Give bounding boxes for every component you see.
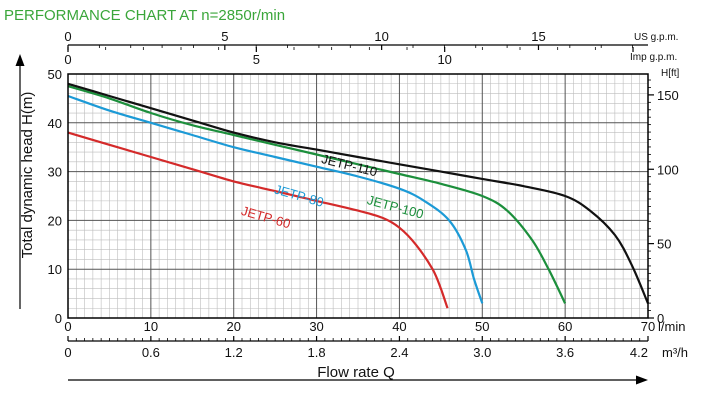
imp-gpm-tick-label: 5 bbox=[253, 52, 260, 67]
series-label-jetp-60: JETP-60 bbox=[240, 203, 293, 231]
us-gpm-axis: 0 5 10 15 bbox=[64, 29, 648, 50]
m3h-tick-label: 0.6 bbox=[142, 345, 160, 360]
y-tick-label: 40 bbox=[48, 116, 62, 131]
imp-gpm-label: Imp g.p.m. bbox=[630, 52, 677, 63]
m3h-tick-label: 2.4 bbox=[390, 345, 408, 360]
x-tick-label: 30 bbox=[309, 319, 323, 334]
x-axis-lmin: 0 10 20 30 40 50 60 70 bbox=[64, 319, 655, 334]
x-tick-label: 70 bbox=[641, 319, 655, 334]
y-axis-arrow-head bbox=[15, 54, 25, 66]
x-axis-arrow-head bbox=[636, 375, 648, 385]
x-tick-label: 50 bbox=[475, 319, 489, 334]
y-axis-ft: 0 50 100 150 bbox=[648, 79, 679, 326]
plot-frame bbox=[67, 73, 649, 319]
y-tick-label: 30 bbox=[48, 165, 62, 180]
x-tick-label: 40 bbox=[392, 319, 406, 334]
us-gpm-label: US g.p.m. bbox=[634, 32, 678, 43]
us-gpm-tick-label: 0 bbox=[64, 29, 71, 44]
y-tick-label: 0 bbox=[55, 311, 62, 326]
grid-minor bbox=[68, 74, 648, 318]
imp-gpm-tick-label: 10 bbox=[437, 52, 451, 67]
m3h-tick-label: 0 bbox=[64, 345, 71, 360]
y-tick-label: 20 bbox=[48, 213, 62, 228]
us-gpm-tick-label: 15 bbox=[531, 29, 545, 44]
curves bbox=[67, 82, 650, 309]
chart-title: PERFORMANCE CHART AT n=2850r/min bbox=[4, 7, 285, 24]
m3h-tick-label: 1.8 bbox=[308, 345, 326, 360]
m3h-tick-label: 3.6 bbox=[556, 345, 574, 360]
lmin-unit-label: l/min bbox=[658, 319, 685, 334]
ft-label: H[ft] bbox=[661, 68, 680, 79]
y-tick-label: 10 bbox=[48, 262, 62, 277]
ft-tick-label: 150 bbox=[657, 88, 679, 103]
x-tick-label: 10 bbox=[144, 319, 158, 334]
series-line-jetp-110 bbox=[67, 82, 650, 304]
imp-gpm-tick-label: 0 bbox=[64, 52, 71, 67]
series-label-jetp-80: JETP-80 bbox=[273, 182, 326, 210]
x-tick-label: 0 bbox=[64, 319, 71, 334]
m3h-tick-label: 4.2 bbox=[630, 345, 648, 360]
us-gpm-tick-label: 5 bbox=[221, 29, 228, 44]
series-line-jetp-60 bbox=[67, 131, 449, 309]
x-tick-label: 20 bbox=[226, 319, 240, 334]
ft-tick-label: 50 bbox=[657, 237, 671, 252]
series-line-jetp-80 bbox=[67, 94, 484, 304]
x-tick-label: 60 bbox=[558, 319, 572, 334]
m3h-tick-label: 1.2 bbox=[225, 345, 243, 360]
series-line-jetp-100 bbox=[67, 85, 567, 304]
imp-gpm-axis: 0 5 10 bbox=[64, 47, 634, 67]
x-axis-title: Flow rate Q bbox=[317, 364, 395, 381]
x-axis-m3h: 0 0.6 1.2 1.8 2.4 3.0 3.6 4.2 bbox=[64, 336, 649, 360]
m3h-unit-label: m³/h bbox=[662, 345, 688, 360]
ft-tick-label: 100 bbox=[657, 162, 679, 177]
ft-tick-label: 0 bbox=[657, 311, 664, 326]
y-tick-label: 50 bbox=[48, 67, 62, 82]
us-gpm-tick-label: 10 bbox=[374, 29, 388, 44]
m3h-tick-label: 3.0 bbox=[473, 345, 491, 360]
y-axis-title: Total dynamic head H(m) bbox=[19, 92, 36, 259]
y-axis-m: 0 10 20 30 40 50 bbox=[48, 67, 62, 326]
